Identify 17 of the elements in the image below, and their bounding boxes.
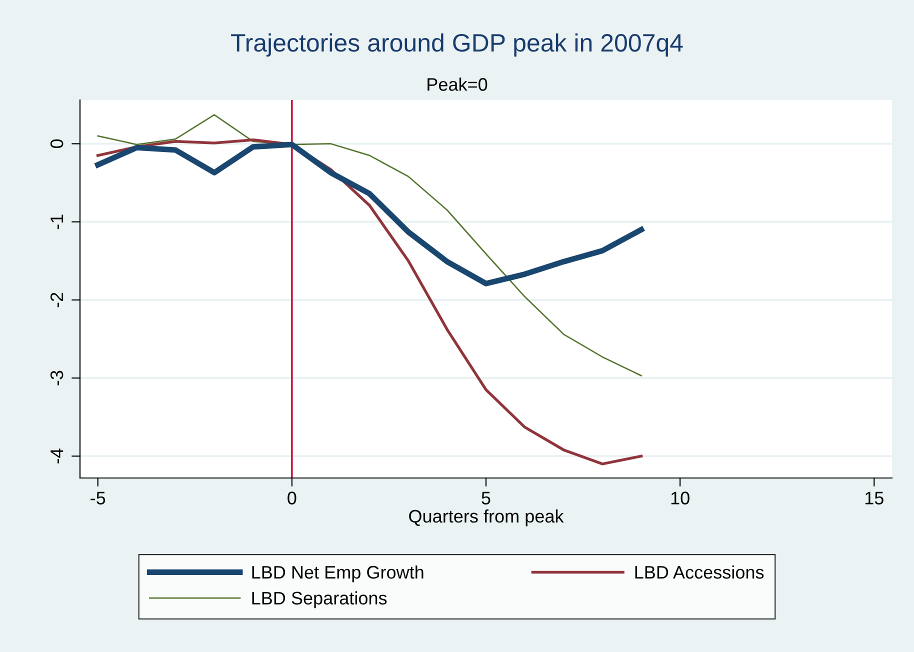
line-series <box>97 114 642 376</box>
legend-label: LBD Separations <box>252 591 387 608</box>
x-tick-label: 10 <box>671 492 690 504</box>
chart-title: Trajectories around GDP peak in 2007q4 <box>231 33 683 57</box>
y-tick-label: -2 <box>50 292 64 308</box>
legend-label: LBD Net Emp Growth <box>252 565 424 582</box>
x-tick-label: -5 <box>90 492 106 504</box>
x-axis-title: Quarters from peak <box>409 509 564 526</box>
x-tick-label: 0 <box>288 492 296 504</box>
y-tick-label: 0 <box>50 139 64 148</box>
x-tick-label: 15 <box>865 492 884 504</box>
chart-subtitle: Peak=0 <box>428 78 488 91</box>
x-tick-label: 5 <box>482 492 490 504</box>
y-tick-label: -1 <box>50 214 64 230</box>
y-tick-label: -3 <box>50 370 64 386</box>
legend-label: LBD Accessions <box>635 565 764 579</box>
y-tick-label: -4 <box>50 448 64 464</box>
